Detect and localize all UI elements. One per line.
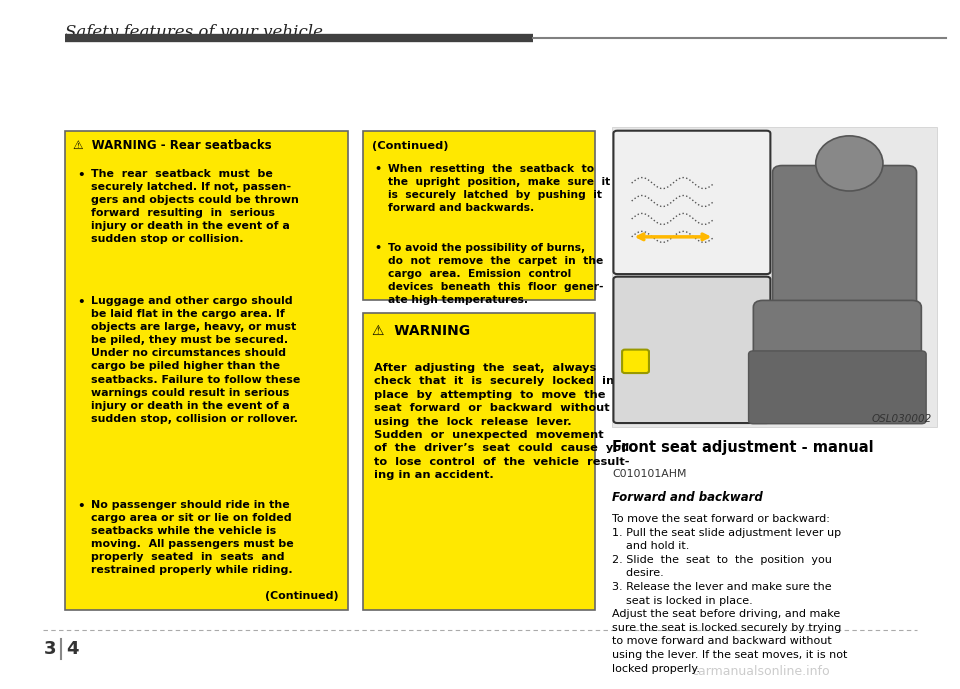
- Text: 4: 4: [65, 640, 79, 658]
- FancyBboxPatch shape: [363, 131, 595, 300]
- Text: carmanualsonline.info: carmanualsonline.info: [691, 666, 829, 678]
- Text: Front seat adjustment - manual: Front seat adjustment - manual: [612, 440, 875, 455]
- Text: C010101AHM: C010101AHM: [612, 469, 687, 479]
- Text: •: •: [77, 500, 84, 513]
- Text: Safety features of your vehicle: Safety features of your vehicle: [65, 24, 324, 41]
- Text: •: •: [77, 169, 84, 182]
- FancyBboxPatch shape: [622, 349, 649, 373]
- Text: •: •: [374, 243, 381, 254]
- Ellipse shape: [816, 136, 883, 191]
- FancyBboxPatch shape: [363, 313, 595, 610]
- Text: To avoid the possibility of burns,
do  not  remove  the  carpet  in  the
cargo  : To avoid the possibility of burns, do no…: [388, 243, 603, 305]
- FancyBboxPatch shape: [612, 127, 937, 427]
- Text: To move the seat forward or backward:
1. Pull the seat slide adjustment lever up: To move the seat forward or backward: 1.…: [612, 514, 848, 674]
- Text: (Continued): (Continued): [265, 591, 339, 601]
- Text: Forward and backward: Forward and backward: [612, 491, 763, 504]
- Text: ⚠  WARNING - Rear seatbacks: ⚠ WARNING - Rear seatbacks: [73, 139, 272, 152]
- FancyBboxPatch shape: [754, 300, 922, 368]
- Text: (Continued): (Continued): [372, 141, 449, 151]
- FancyBboxPatch shape: [749, 351, 926, 424]
- FancyBboxPatch shape: [65, 131, 348, 610]
- Text: When  resetting  the  seatback  to
the  upright  position,  make  sure  it
is  s: When resetting the seatback to the uprig…: [388, 164, 611, 213]
- Text: ⚠  WARNING: ⚠ WARNING: [372, 324, 470, 338]
- Text: The  rear  seatback  must  be
securely latched. If not, passen-
gers and objects: The rear seatback must be securely latch…: [91, 169, 300, 244]
- Text: After  adjusting  the  seat,  always
check  that  it  is  securely  locked  into: After adjusting the seat, always check t…: [374, 363, 630, 480]
- Text: •: •: [374, 164, 381, 174]
- FancyBboxPatch shape: [773, 165, 917, 320]
- Text: 3: 3: [43, 640, 57, 658]
- Text: Luggage and other cargo should
be laid flat in the cargo area. If
objects are la: Luggage and other cargo should be laid f…: [91, 296, 300, 424]
- Text: OSL030002: OSL030002: [872, 413, 932, 424]
- FancyBboxPatch shape: [613, 277, 770, 423]
- Text: •: •: [77, 296, 84, 309]
- FancyBboxPatch shape: [613, 131, 770, 274]
- Text: No passenger should ride in the
cargo area or sit or lie on folded
seatbacks whi: No passenger should ride in the cargo ar…: [91, 500, 294, 575]
